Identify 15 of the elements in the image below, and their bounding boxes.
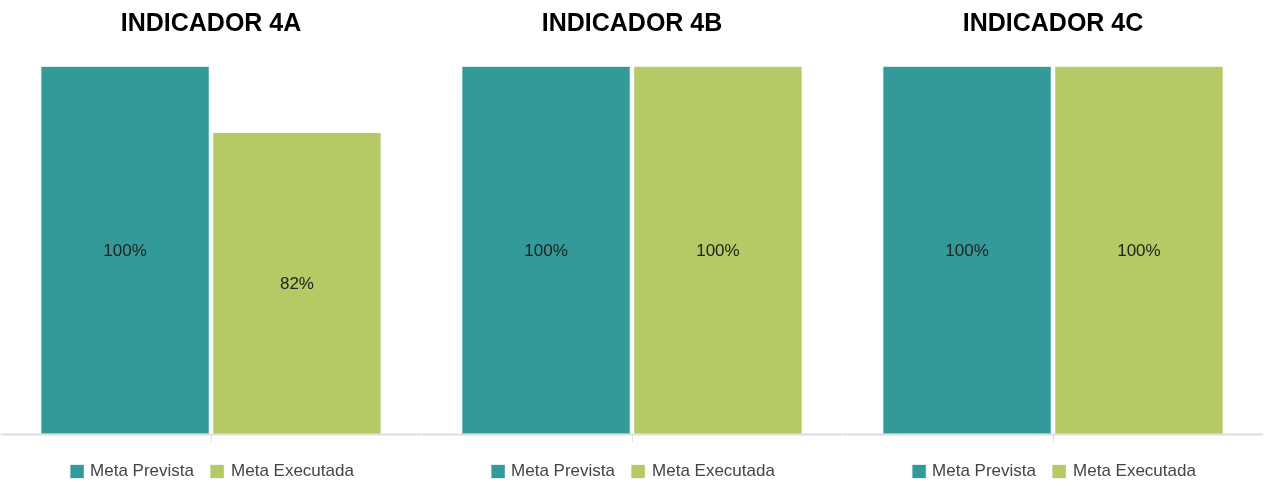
data-label: 100% <box>524 240 568 260</box>
chart-title: INDICADOR 4B <box>541 7 723 36</box>
data-label: 100% <box>945 240 989 260</box>
legend-label: Meta Executada <box>652 461 775 481</box>
chart-title: INDICADOR 4C <box>962 7 1144 36</box>
legend-label: Meta Executada <box>1073 461 1196 481</box>
legend-label: Meta Executada <box>231 461 354 481</box>
data-label: 100% <box>696 240 740 260</box>
legend-label: Meta Prevista <box>932 461 1037 481</box>
data-label: 100% <box>1117 240 1161 260</box>
data-label: 100% <box>103 240 147 260</box>
legend-label: Meta Prevista <box>511 461 616 481</box>
data-label: 82% <box>279 273 314 293</box>
legend-label: Meta Prevista <box>90 461 195 481</box>
chart-title: INDICADOR 4A <box>120 7 302 36</box>
